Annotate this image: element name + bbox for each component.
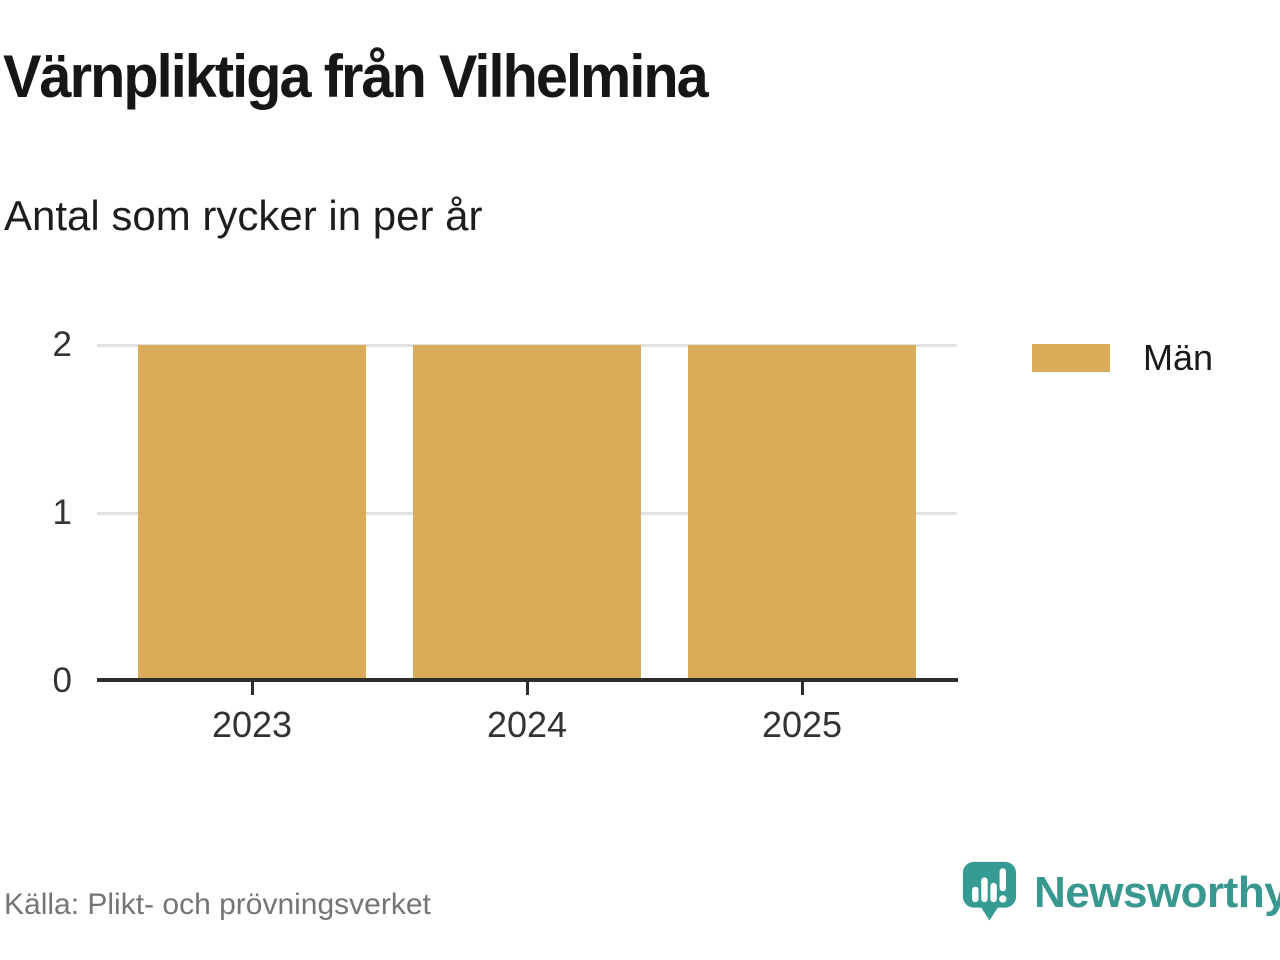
plot-area <box>97 344 957 681</box>
bars-container <box>97 345 957 681</box>
newsworthy-logo-icon <box>962 861 1017 921</box>
y-axis-labels: 0 1 2 <box>20 325 72 700</box>
page-title: Värnpliktiga från Vilhelmina <box>3 43 709 110</box>
y-tick-label-2: 2 <box>52 325 72 364</box>
x-axis: 2023 2024 2025 <box>97 682 957 762</box>
newsworthy-logo-text: Newsworthy <box>1034 868 1280 917</box>
x-tick-2025 <box>800 682 804 695</box>
legend-label-man: Män <box>1143 337 1214 378</box>
x-axis-line <box>97 678 958 682</box>
bar-2025 <box>688 345 916 681</box>
newsworthy-logo: Newsworthy <box>962 860 1280 926</box>
legend-swatch-man <box>1032 344 1110 372</box>
legend: Män <box>1032 337 1213 379</box>
x-tick-label-2023: 2023 <box>211 704 293 745</box>
x-tick-label-2025: 2025 <box>761 704 843 745</box>
chart-subtitle: Antal som rycker in per år <box>4 192 483 239</box>
x-tick-label-2024: 2024 <box>486 704 568 745</box>
x-tick-2024 <box>525 682 529 695</box>
bar-2023 <box>138 345 366 681</box>
y-tick-label-0: 0 <box>52 661 72 700</box>
x-tick-2023 <box>250 682 254 695</box>
source-attribution: Källa: Plikt- och prövningsverket <box>4 888 431 921</box>
bar-2024 <box>413 345 641 681</box>
y-tick-label-1: 1 <box>52 493 72 532</box>
